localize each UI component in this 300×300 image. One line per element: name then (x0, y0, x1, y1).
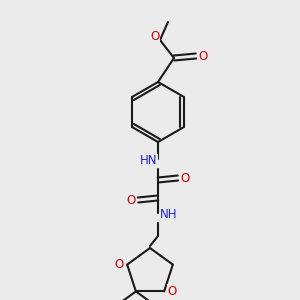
Text: O: O (180, 172, 190, 184)
Text: O: O (126, 194, 136, 206)
Text: O: O (167, 285, 177, 298)
Text: O: O (150, 31, 160, 44)
Text: O: O (198, 50, 208, 62)
Text: HN: HN (140, 154, 158, 167)
Text: O: O (115, 258, 124, 271)
Text: NH: NH (160, 208, 178, 221)
